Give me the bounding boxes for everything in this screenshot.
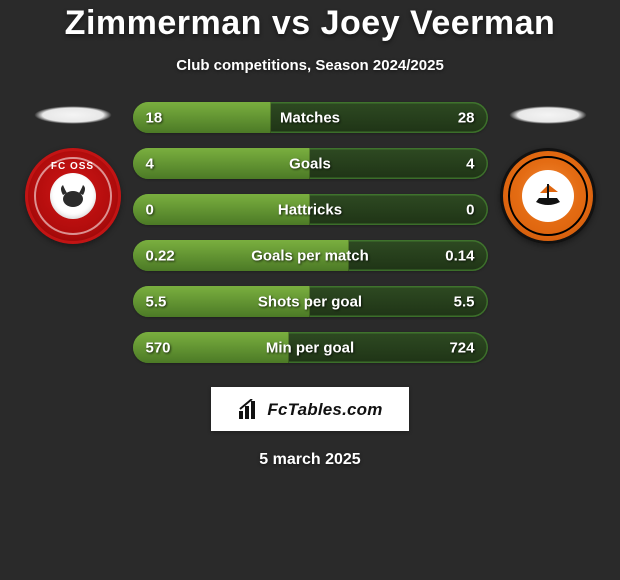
footer-date: 5 march 2025 (0, 451, 620, 469)
brand-text: FcTables.com (267, 400, 382, 420)
stat-bars: 18Matches28 4Goals4 0Hattricks0 0.22Goals p… (133, 102, 488, 363)
club-crest-right-inner (522, 170, 574, 222)
ox-icon (56, 182, 90, 210)
stat-label: Goals (133, 155, 488, 172)
stat-right-value: 4 (466, 155, 474, 172)
right-column (488, 102, 608, 244)
stat-label: Hattricks (133, 201, 488, 218)
player-shadow-left (34, 106, 112, 124)
stat-right-value: 0.14 (445, 247, 474, 264)
page-title: Zimmerman vs Joey Veerman (0, 4, 620, 43)
stat-bar: 0.22Goals per match0.14 (133, 240, 488, 271)
brand-box: FcTables.com (211, 387, 409, 431)
club-crest-right (500, 148, 596, 244)
main-row: FC OSS 18Matches28 4Goals4 0Hattricks0 0.22… (0, 102, 620, 363)
stat-label: Matches (133, 109, 488, 126)
left-column: FC OSS (13, 102, 133, 244)
subtitle: Club competitions, Season 2024/2025 (0, 57, 620, 74)
comparison-card: Zimmerman vs Joey Veerman Club competiti… (0, 0, 620, 580)
stat-bar: 4Goals4 (133, 148, 488, 179)
stat-right-value: 28 (458, 109, 475, 126)
stat-label: Min per goal (133, 339, 488, 356)
stat-bar: 570Min per goal724 (133, 332, 488, 363)
club-crest-left: FC OSS (25, 148, 121, 244)
club-crest-left-inner (50, 173, 96, 219)
stat-bar: 0Hattricks0 (133, 194, 488, 225)
stat-bar: 18Matches28 (133, 102, 488, 133)
player-shadow-right (509, 106, 587, 124)
club-crest-left-label: FC OSS (28, 161, 118, 172)
stat-right-value: 724 (449, 339, 474, 356)
stat-right-value: 0 (466, 201, 474, 218)
stat-label: Shots per goal (133, 293, 488, 310)
stat-right-value: 5.5 (454, 293, 475, 310)
stat-label: Goals per match (133, 247, 488, 264)
brand-icon (237, 399, 261, 421)
ship-icon (530, 178, 566, 214)
stat-bar: 5.5Shots per goal5.5 (133, 286, 488, 317)
